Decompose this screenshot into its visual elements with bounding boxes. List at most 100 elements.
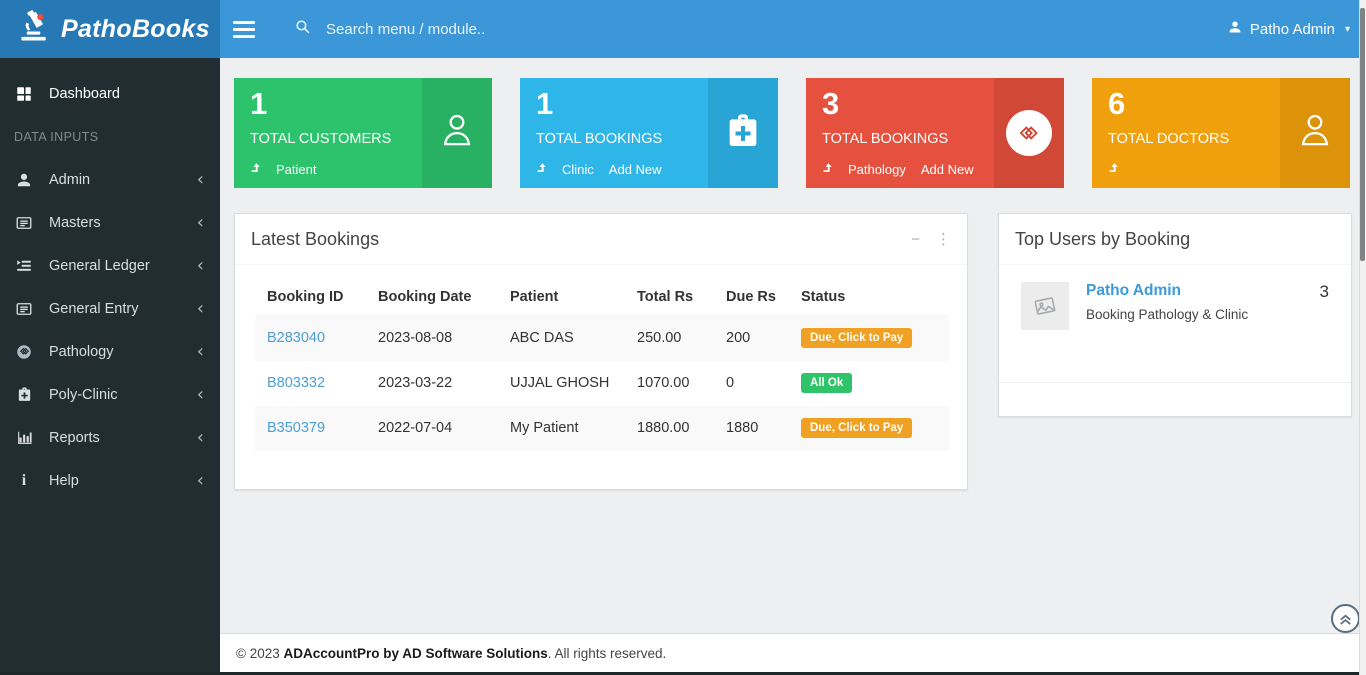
table-row: B803332 2023-03-22 UJJAL GHOSH 1070.00 0…	[255, 361, 949, 406]
card-icon-panel	[708, 78, 778, 188]
top-user-name-link[interactable]: Patho Admin	[1086, 282, 1182, 299]
more-options-icon[interactable]: ⋮	[936, 230, 951, 248]
tags-circle-icon	[14, 342, 34, 362]
stat-label: TOTAL BOOKINGS	[822, 131, 949, 147]
user-name: Patho Admin	[1249, 20, 1335, 38]
col-booking-id: Booking ID	[255, 279, 366, 316]
sidebar-toggle-button[interactable]	[220, 0, 268, 58]
bar-chart-icon	[14, 428, 34, 448]
sidebar-item-general-entry[interactable]: General Entry ‹	[0, 287, 220, 330]
due-rs: 0	[726, 375, 735, 391]
sidebar-item-admin[interactable]: Admin ‹	[0, 158, 220, 201]
card-link-add-new[interactable]: Add New	[920, 162, 974, 177]
sidebar: Dashboard DATA INPUTS Admin ‹ Masters ‹ …	[0, 0, 220, 675]
person-outline-icon	[436, 110, 478, 157]
sidebar-item-label: Dashboard	[49, 85, 120, 102]
info-icon: i	[21, 471, 27, 489]
top-user-booking-count: 3	[1319, 282, 1329, 301]
search-input[interactable]	[326, 20, 606, 38]
chevron-down-icon: ▾	[1344, 23, 1350, 35]
sidebar-item-label: General Entry	[49, 300, 139, 317]
patient-name: ABC DAS	[510, 330, 574, 347]
sidebar-item-label: Masters	[49, 214, 101, 231]
dashboard-grid-icon	[14, 84, 34, 104]
panel-title: Top Users by Booking	[1015, 228, 1191, 249]
sidebar-item-poly-clinic[interactable]: Poly-Clinic ‹	[0, 373, 220, 416]
total-rs: 1070.00	[637, 375, 690, 391]
sidebar-item-label: Help	[49, 472, 79, 489]
stat-card-total-doctors[interactable]: 6 TOTAL DOCTORS	[1092, 78, 1350, 188]
chevron-left-icon: ‹	[196, 340, 204, 362]
chevron-left-icon: ‹	[196, 426, 204, 448]
stat-label: TOTAL CUSTOMERS	[250, 131, 392, 147]
brand-name: PathoBooks	[61, 14, 210, 43]
sidebar-item-masters[interactable]: Masters ‹	[0, 201, 220, 244]
list-card-icon	[14, 299, 34, 319]
table-row: B283040 2023-08-08 ABC DAS 250.00 200 Du…	[255, 315, 949, 361]
status-badge[interactable]: All Ok	[801, 373, 853, 393]
sidebar-menu: Dashboard DATA INPUTS Admin ‹ Masters ‹ …	[0, 72, 220, 502]
card-icon-panel	[994, 78, 1064, 188]
stat-label: TOTAL BOOKINGS	[536, 131, 663, 147]
ledger-list-icon	[14, 256, 34, 276]
status-badge[interactable]: Due, Click to Pay	[801, 418, 913, 438]
sidebar-item-help[interactable]: i Help ‹	[0, 459, 220, 502]
sidebar-item-label: Admin	[49, 171, 91, 188]
stat-card-total-bookings-pathology[interactable]: 3 TOTAL BOOKINGS Pathology Add New	[806, 78, 1064, 188]
stat-cards: 1 TOTAL CUSTOMERS Patient 1 TOTAL BOOKIN…	[234, 78, 1350, 188]
scrollbar-track[interactable]	[1359, 0, 1366, 675]
card-icon-panel	[422, 78, 492, 188]
booking-id-link[interactable]: B350379	[267, 420, 326, 436]
search-icon	[294, 18, 311, 40]
sidebar-item-pathology[interactable]: Pathology ‹	[0, 330, 220, 373]
sidebar-section-label: DATA INPUTS	[14, 129, 99, 144]
booking-id-link[interactable]: B283040	[267, 330, 326, 347]
sidebar-item-label: Reports	[49, 429, 100, 446]
window-bottom-edge	[0, 672, 1366, 675]
card-link-clinic[interactable]: Clinic	[562, 162, 594, 177]
card-icon-panel	[1280, 78, 1350, 188]
due-rs: 200	[726, 330, 751, 347]
sidebar-item-reports[interactable]: Reports ‹	[0, 416, 220, 459]
copyright-suffix: . All rights reserved.	[547, 646, 667, 661]
scroll-to-top-button[interactable]	[1331, 604, 1360, 633]
col-total-rs: Total Rs	[625, 279, 714, 316]
sidebar-item-dashboard[interactable]: Dashboard	[0, 72, 220, 115]
level-up-icon	[1108, 162, 1119, 177]
level-up-icon	[536, 162, 547, 177]
booking-id-link[interactable]: B803332	[267, 375, 326, 391]
copyright-brand: ADAccountPro by AD Software Solutions	[283, 646, 548, 661]
collapse-icon[interactable]: −	[911, 230, 920, 248]
card-link-patient[interactable]: Patient	[276, 162, 317, 177]
tags-circle-icon	[1006, 110, 1052, 156]
stat-card-total-bookings-clinic[interactable]: 1 TOTAL BOOKINGS Clinic Add New	[520, 78, 778, 188]
top-user-description: Booking Pathology & Clinic	[1086, 307, 1249, 322]
scrollbar-thumb[interactable]	[1360, 8, 1365, 261]
sidebar-item-label: Pathology	[49, 343, 114, 360]
bookings-table: Booking ID Booking Date Patient Total Rs…	[255, 279, 949, 451]
user-menu[interactable]: Patho Admin ▾	[1228, 0, 1350, 58]
brand-logo[interactable]: PathoBooks	[0, 0, 220, 58]
patient-name: My Patient	[510, 420, 579, 436]
stat-value: 1	[536, 86, 554, 121]
status-badge[interactable]: Due, Click to Pay	[801, 328, 913, 349]
user-avatar-icon	[1228, 20, 1242, 38]
card-link-add-new[interactable]: Add New	[608, 162, 662, 177]
sidebar-item-label: General Ledger	[49, 257, 150, 274]
sidebar-item-general-ledger[interactable]: General Ledger ‹	[0, 244, 220, 287]
stat-value: 6	[1108, 86, 1126, 121]
level-up-icon	[250, 162, 261, 177]
panel-footer	[999, 382, 1351, 416]
panel-title: Latest Bookings	[251, 228, 380, 249]
stat-card-total-customers[interactable]: 1 TOTAL CUSTOMERS Patient	[234, 78, 492, 188]
table-row: B350379 2022-07-04 My Patient 1880.00 18…	[255, 405, 949, 451]
list-item: Patho Admin Booking Pathology & Clinic 3	[999, 265, 1351, 330]
chevron-left-icon: ‹	[196, 168, 204, 190]
list-card-icon	[14, 213, 34, 233]
total-rs: 1880.00	[637, 420, 690, 436]
table-header-row: Booking ID Booking Date Patient Total Rs…	[255, 279, 949, 316]
user-photo-placeholder	[1021, 282, 1069, 330]
card-link-pathology[interactable]: Pathology	[848, 162, 906, 177]
page-footer: © 2023 ADAccountPro by AD Software Solut…	[220, 633, 1366, 672]
microscope-icon	[16, 9, 52, 50]
